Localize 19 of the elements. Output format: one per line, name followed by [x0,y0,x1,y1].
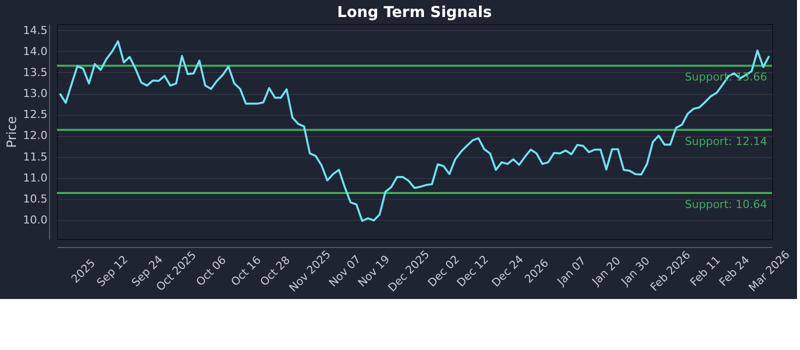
x-tick-label: Oct 06 [194,254,229,289]
x-tick-label: Jan 07 [554,254,588,289]
x-tick-label: Dec 24 [489,252,526,290]
y-tick-label: 12.0 [23,129,48,142]
line-series [58,40,770,222]
y-tick-label: 10.5 [23,192,48,206]
y-tick-label: 12.5 [23,108,48,122]
y-tick-label: 14.5 [23,24,48,37]
y-tick-label: 13.0 [23,87,48,100]
y-tick-label: 11.5 [23,150,48,164]
ref-line-label: Support: 12.14 [684,134,768,148]
y-axis-title: Price [5,116,20,148]
x-tick-label: Sep 12 [94,253,130,290]
ref-line-label: Support: 10.64 [684,198,768,212]
chart-title: Long Term Signals [337,3,492,21]
y-tick-label: 13.5 [23,66,48,79]
y-tick-label: 10.0 [23,214,48,227]
y-tick-label: 11.0 [23,171,48,184]
y-tick-label: 14.0 [23,44,48,58]
